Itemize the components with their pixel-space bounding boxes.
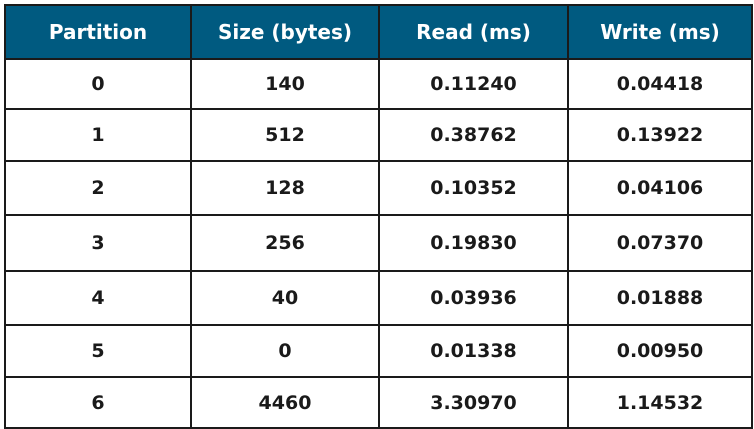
table-row: 4 40 0.03936 0.01888 — [4, 270, 753, 326]
partition-cell: 3 — [4, 214, 192, 272]
read-cell: 3.30970 — [378, 376, 569, 429]
size-cell: 4460 — [190, 376, 380, 429]
table-row: 5 0 0.01338 0.00950 — [4, 324, 753, 378]
partition-cell: 1 — [4, 108, 192, 162]
size-cell: 0 — [190, 324, 380, 378]
write-cell: 0.00950 — [567, 324, 753, 378]
table-row: 6 4460 3.30970 1.14532 — [4, 376, 753, 429]
write-cell: 1.14532 — [567, 376, 753, 429]
size-cell: 512 — [190, 108, 380, 162]
size-cell: 256 — [190, 214, 380, 272]
header-row: Partition Size (bytes) Read (ms) Write (… — [4, 4, 753, 60]
size-cell: 40 — [190, 270, 380, 326]
partition-cell: 6 — [4, 376, 192, 429]
partition-cell: 2 — [4, 160, 192, 216]
partition-cell: 0 — [4, 58, 192, 110]
write-cell: 0.04418 — [567, 58, 753, 110]
header-read: Read (ms) — [378, 4, 569, 60]
table-row: 2 128 0.10352 0.04106 — [4, 160, 753, 216]
header-size: Size (bytes) — [190, 4, 380, 60]
size-cell: 140 — [190, 58, 380, 110]
read-cell: 0.38762 — [378, 108, 569, 162]
table-row: 3 256 0.19830 0.07370 — [4, 214, 753, 272]
read-cell: 0.19830 — [378, 214, 569, 272]
partition-timing-table: Partition Size (bytes) Read (ms) Write (… — [4, 4, 753, 429]
read-cell: 0.03936 — [378, 270, 569, 326]
write-cell: 0.13922 — [567, 108, 753, 162]
table-row: 0 140 0.11240 0.04418 — [4, 58, 753, 110]
header-partition: Partition — [4, 4, 192, 60]
read-cell: 0.10352 — [378, 160, 569, 216]
write-cell: 0.04106 — [567, 160, 753, 216]
read-cell: 0.01338 — [378, 324, 569, 378]
table-row: 1 512 0.38762 0.13922 — [4, 108, 753, 162]
size-cell: 128 — [190, 160, 380, 216]
write-cell: 0.01888 — [567, 270, 753, 326]
write-cell: 0.07370 — [567, 214, 753, 272]
read-cell: 0.11240 — [378, 58, 569, 110]
partition-cell: 4 — [4, 270, 192, 326]
header-write: Write (ms) — [567, 4, 753, 60]
partition-cell: 5 — [4, 324, 192, 378]
